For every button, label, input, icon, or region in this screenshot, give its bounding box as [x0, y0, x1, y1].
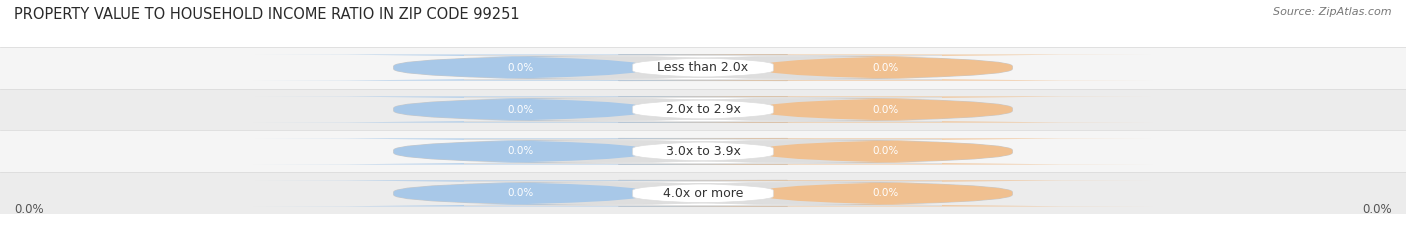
FancyBboxPatch shape: [394, 96, 1012, 123]
FancyBboxPatch shape: [464, 139, 942, 164]
Text: 0.0%: 0.0%: [873, 105, 898, 114]
FancyBboxPatch shape: [619, 96, 1153, 123]
FancyBboxPatch shape: [464, 55, 942, 80]
Bar: [0, 130, 1406, 172]
FancyBboxPatch shape: [253, 55, 787, 81]
Text: PROPERTY VALUE TO HOUSEHOLD INCOME RATIO IN ZIP CODE 99251: PROPERTY VALUE TO HOUSEHOLD INCOME RATIO…: [14, 7, 520, 22]
Bar: [0, 47, 1406, 89]
Bar: [0, 89, 1406, 130]
Text: 4.0x or more: 4.0x or more: [662, 187, 744, 200]
Text: 0.0%: 0.0%: [873, 63, 898, 72]
FancyBboxPatch shape: [394, 180, 1012, 206]
FancyBboxPatch shape: [394, 138, 1012, 164]
FancyBboxPatch shape: [253, 96, 787, 123]
Text: 0.0%: 0.0%: [508, 188, 533, 198]
Bar: [0, 172, 1406, 214]
FancyBboxPatch shape: [619, 138, 1153, 164]
Text: Source: ZipAtlas.com: Source: ZipAtlas.com: [1274, 7, 1392, 17]
FancyBboxPatch shape: [619, 55, 1153, 81]
FancyBboxPatch shape: [619, 180, 1153, 206]
Text: 3.0x to 3.9x: 3.0x to 3.9x: [665, 145, 741, 158]
Text: 0.0%: 0.0%: [508, 105, 533, 114]
FancyBboxPatch shape: [253, 180, 787, 206]
Text: Less than 2.0x: Less than 2.0x: [658, 61, 748, 74]
Text: 0.0%: 0.0%: [508, 147, 533, 156]
FancyBboxPatch shape: [464, 97, 942, 122]
Text: 0.0%: 0.0%: [14, 203, 44, 216]
FancyBboxPatch shape: [394, 55, 1012, 81]
FancyBboxPatch shape: [253, 138, 787, 164]
Text: 0.0%: 0.0%: [873, 188, 898, 198]
Text: 0.0%: 0.0%: [1362, 203, 1392, 216]
FancyBboxPatch shape: [464, 181, 942, 206]
Text: 0.0%: 0.0%: [508, 63, 533, 72]
Text: 2.0x to 2.9x: 2.0x to 2.9x: [665, 103, 741, 116]
Text: 0.0%: 0.0%: [873, 147, 898, 156]
